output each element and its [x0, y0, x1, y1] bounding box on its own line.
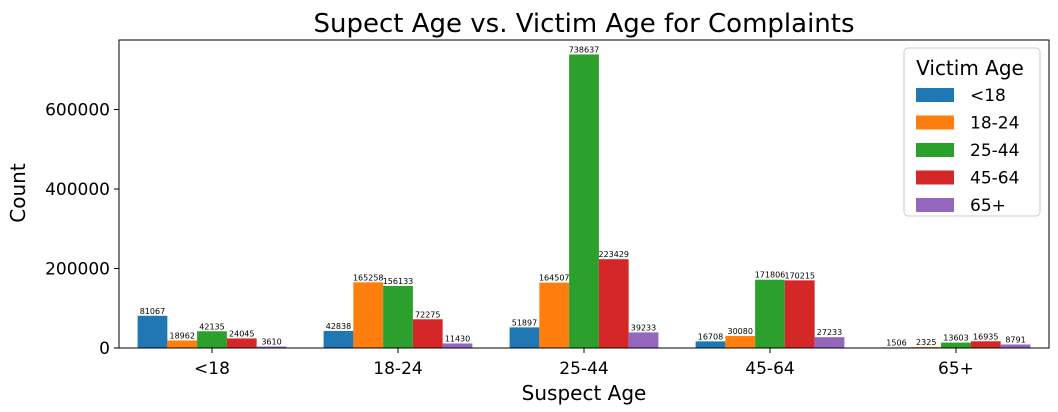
bar [569, 54, 599, 349]
bar [353, 282, 384, 348]
y-tick-label: 200000 [45, 260, 110, 280]
bar [755, 279, 785, 348]
bar [509, 327, 540, 348]
bar [539, 282, 570, 348]
bar [784, 280, 815, 348]
y-tick-label: 0 [99, 339, 110, 359]
chart-title: Supect Age vs. Victim Age for Complaints [313, 9, 854, 39]
bar [256, 346, 287, 348]
x-tick-label: <18 [194, 359, 230, 379]
bar-value-label: 72275 [415, 310, 440, 319]
bar-value-label: 42135 [199, 322, 224, 331]
legend-entry: 25-44 [970, 141, 1019, 161]
bar [970, 341, 1001, 348]
bar [323, 330, 354, 348]
x-tick-label: 25-44 [559, 359, 608, 379]
x-tick-label: 45-64 [745, 359, 794, 379]
bar-value-label: 165258 [353, 273, 384, 282]
bar-value-label: 81067 [140, 307, 165, 316]
bar-value-label: 24045 [229, 329, 254, 338]
bar-value-label: 738637 [569, 45, 600, 54]
bar-value-label: 8791 [1005, 336, 1025, 345]
bar-value-label: 42838 [326, 322, 351, 331]
bar [941, 342, 971, 348]
legend-swatch [916, 198, 954, 212]
bar-value-label: 11430 [445, 334, 470, 343]
axes: 0 200000 400000 600000 <18 18-24 25-44 45-64 65+ [45, 39, 1050, 379]
bar-value-label: 51897 [512, 318, 537, 327]
bar [383, 285, 413, 348]
bar [814, 337, 845, 348]
x-tick-label: 18-24 [373, 359, 422, 379]
bar-value-label: 27233 [817, 328, 842, 337]
legend-swatch [916, 88, 954, 102]
bar [695, 341, 726, 348]
legend: Victim Age <18 18-24 25-44 45-64 65+ [903, 47, 1041, 217]
bar [442, 343, 473, 348]
bar [167, 340, 198, 348]
bar-value-label: 2325 [916, 338, 936, 347]
bar-value-label: 16708 [698, 332, 723, 341]
legend-swatch [916, 170, 954, 185]
bar [137, 315, 168, 348]
bar [628, 332, 659, 348]
bar-value-label: 223429 [598, 250, 629, 259]
y-tick-label: 400000 [45, 180, 110, 200]
bar-value-label: 30080 [728, 327, 753, 336]
legend-entry: 65+ [970, 196, 1006, 216]
x-axis-label: Suspect Age [522, 381, 647, 405]
y-tick-label: 600000 [45, 101, 110, 121]
bar [197, 331, 227, 348]
bar [725, 336, 756, 348]
legend-entry: <18 [970, 86, 1006, 106]
legend-entry: 18-24 [970, 114, 1019, 134]
plot-area: 81067 42838 51897 16708 1506 18962 165258 16450… [137, 45, 1031, 349]
legend-swatch [916, 143, 954, 157]
bar-value-label: 3610 [261, 338, 281, 347]
bar-value-label: 13603 [943, 334, 968, 343]
bar [412, 319, 443, 348]
bar-value-label: 16935 [973, 332, 998, 341]
bar-value-label: 1506 [886, 338, 906, 347]
legend-entry: 45-64 [970, 169, 1019, 189]
bar [226, 338, 257, 348]
bar-value-label: 171806 [755, 271, 786, 280]
y-axis-label: Count [6, 163, 30, 223]
x-tick-label: 65+ [938, 359, 974, 379]
bar-value-label: 170215 [784, 271, 815, 280]
bar-value-label: 39233 [631, 323, 656, 332]
bar [1000, 344, 1031, 348]
bar-value-label: 18962 [170, 331, 195, 340]
bar-value-label: 164507 [539, 274, 570, 283]
bar [598, 259, 629, 348]
legend-swatch [916, 115, 954, 130]
legend-title: Victim Age [916, 56, 1024, 80]
bar-value-label: 156133 [383, 277, 414, 286]
